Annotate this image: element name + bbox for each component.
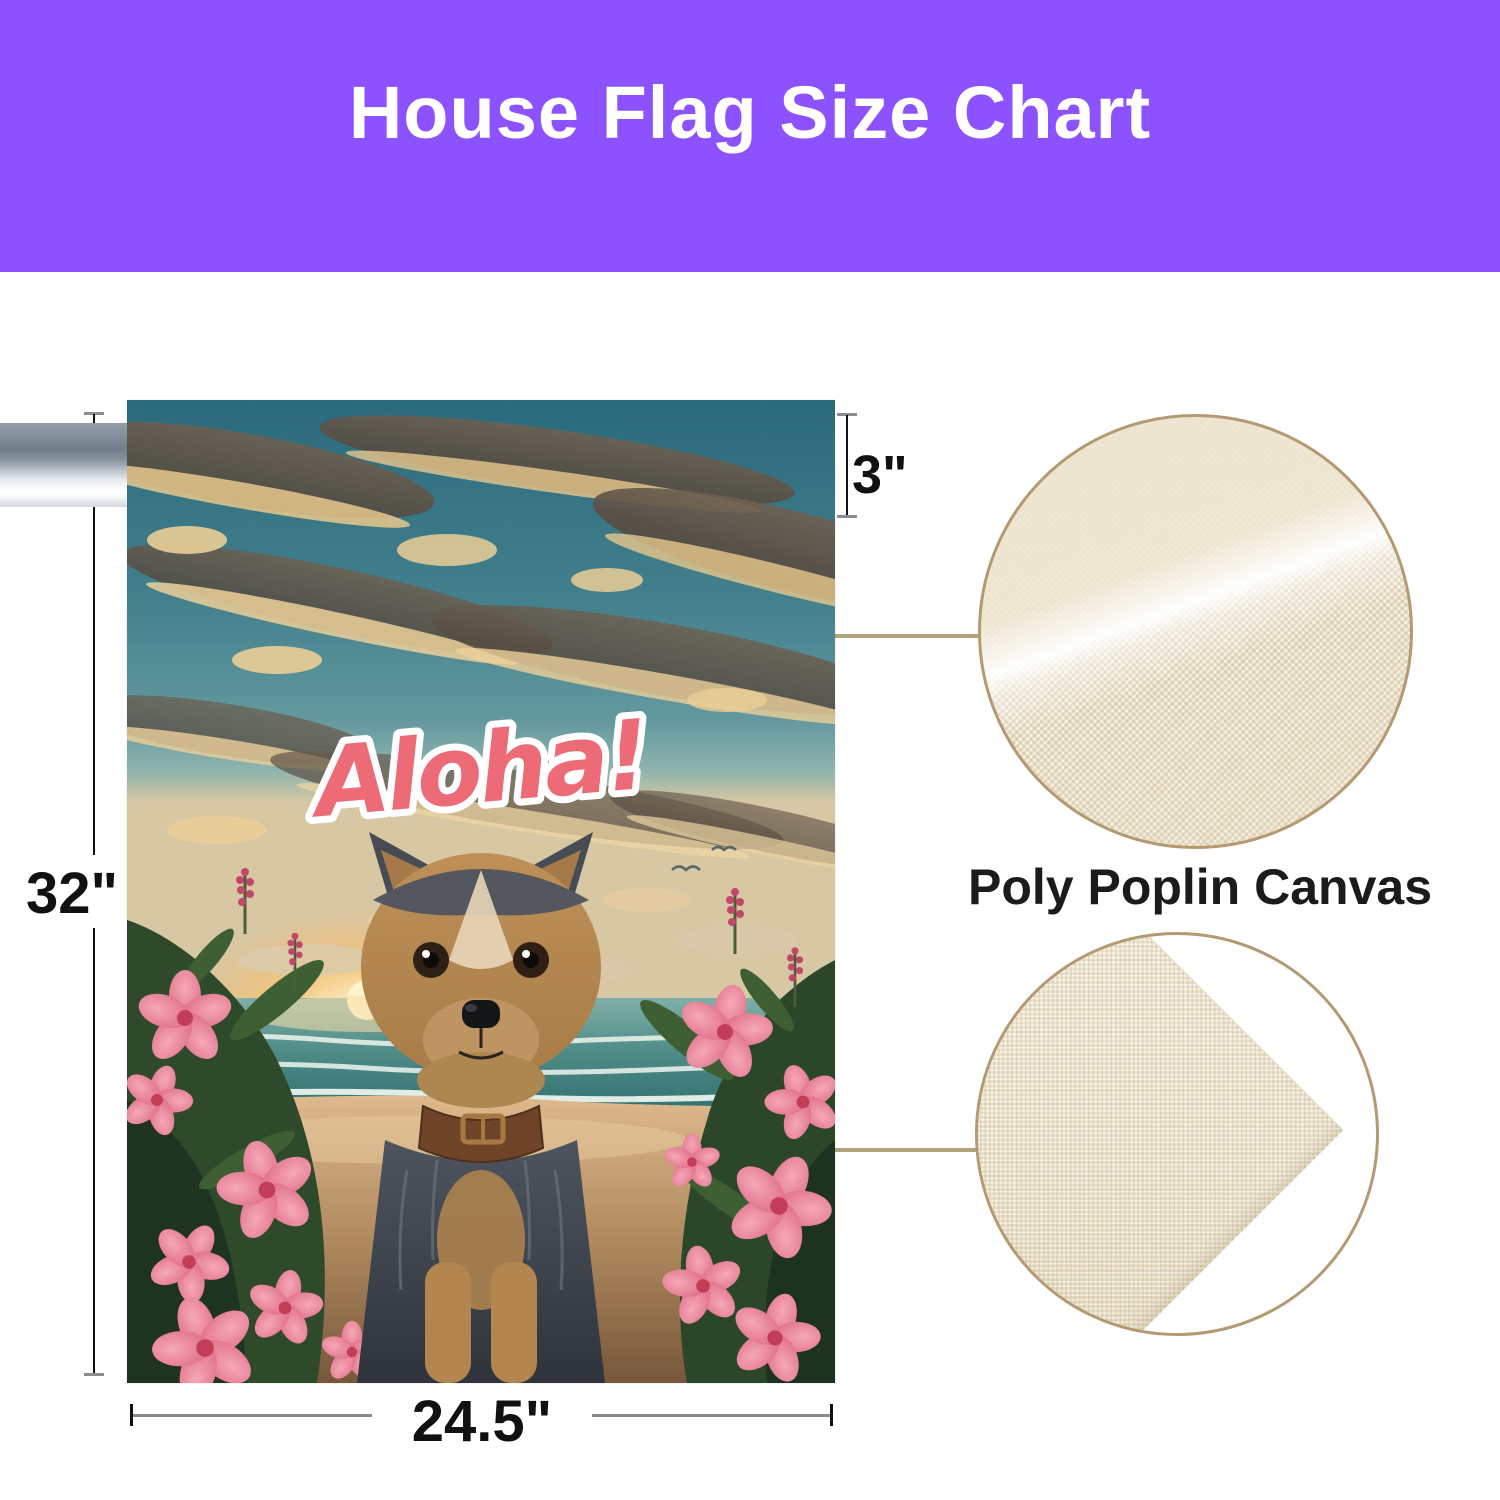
fabric-corner-swatch (978, 935, 1344, 1333)
dog-illustration (357, 832, 605, 1383)
flag-artwork: Aloha! (127, 400, 835, 1383)
flag-pole (0, 423, 127, 507)
measure-height-bottom-cap (84, 1373, 104, 1376)
measure-height-label: 32" (25, 861, 118, 926)
flag-image: Aloha! (127, 400, 835, 1383)
measure-height-top-cap (84, 412, 104, 415)
seagulls-icon (671, 845, 737, 872)
measure-width-left-tick (130, 1404, 133, 1426)
material-label: Poly Poplin Canvas (967, 859, 1432, 915)
measure-height-line-upper (93, 414, 95, 855)
page-title: House Flag Size Chart (348, 71, 1152, 154)
measure-width-right-tick (830, 1404, 833, 1426)
header-banner: House Flag Size Chart (0, 0, 1500, 272)
measure-width-label: 24.5" (372, 1388, 592, 1455)
measure-height-line-lower (93, 928, 95, 1374)
clouds-illustration (127, 415, 835, 988)
measure-sleeve-top-cap (837, 413, 857, 416)
measure-sleeve-line (846, 415, 848, 516)
measure-sleeve-bottom-cap (837, 515, 857, 518)
measure-sleeve-label: 3" (852, 445, 908, 505)
connector-line-bottom (835, 1148, 976, 1152)
fabric-swatch-circle-top (978, 414, 1413, 849)
connector-line-top (835, 634, 978, 638)
fabric-swatch-circle-bottom (975, 932, 1379, 1336)
